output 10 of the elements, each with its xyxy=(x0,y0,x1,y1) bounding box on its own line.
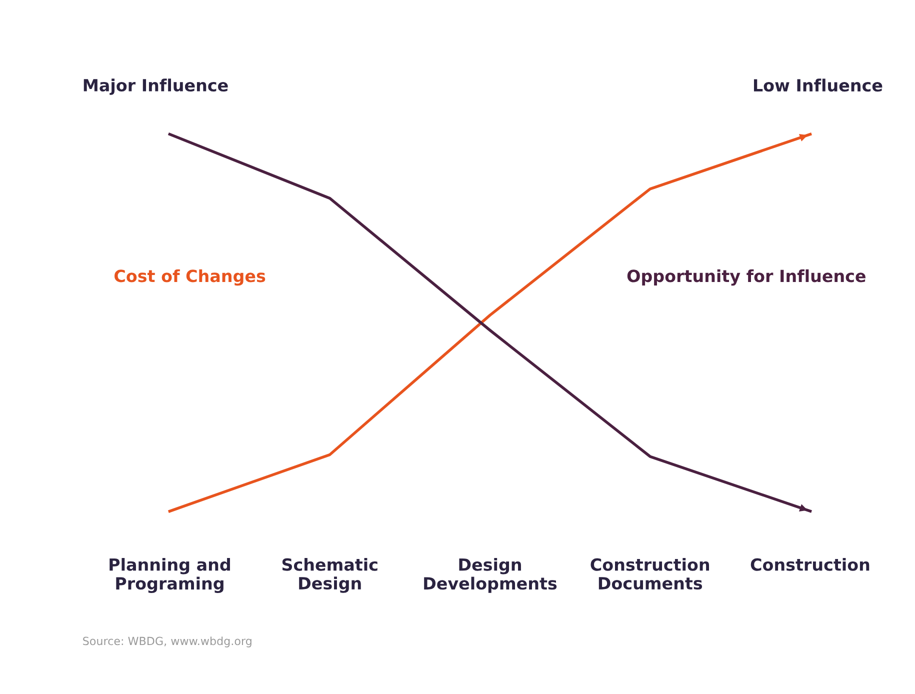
text: Opportunity for Influence xyxy=(627,269,866,286)
x-tick-label: Schematic Design xyxy=(282,558,378,593)
x-tick-label: Construction xyxy=(750,558,870,571)
text: Major Influence xyxy=(84,78,228,95)
x-tick-label: Construction Documents xyxy=(590,558,710,590)
x-tick-label: Planning and Programing xyxy=(110,558,230,594)
text: Low Influence xyxy=(754,78,882,92)
x-tick-label: Design Developments xyxy=(424,558,557,593)
text: Cost of Changes xyxy=(114,269,266,286)
source-note: Source: WBDG, www.wbdg.org xyxy=(83,636,252,648)
